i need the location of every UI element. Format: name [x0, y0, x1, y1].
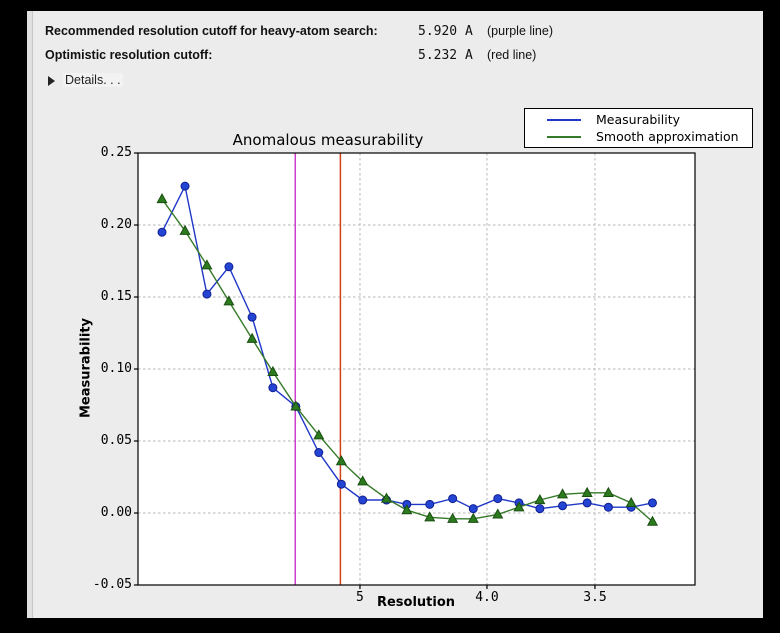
smooth-approximation-point [646, 515, 659, 526]
y-tick-label: 0.20 [100, 217, 132, 232]
smooth-approximation-point [602, 486, 614, 497]
measurability-point [336, 479, 346, 489]
measurability-point [535, 504, 545, 514]
measurability-point [202, 289, 212, 299]
smooth-approximation-point [492, 508, 504, 519]
smooth-approximation-point [267, 365, 279, 376]
measurability-line-icon [547, 118, 581, 121]
measurability-point [493, 494, 503, 504]
smooth-approximation-point [223, 295, 235, 306]
measurability-point [314, 448, 324, 458]
chart-title: Anomalous measurability [232, 131, 424, 149]
smooth-approximation-point [156, 193, 168, 204]
x-axis-label: Resolution [376, 595, 456, 610]
recommended-cutoff-label: Recommended resolution cutoff for heavy-… [45, 24, 378, 38]
triangle-right-icon [48, 76, 55, 86]
y-tick-label: 0.15 [100, 289, 132, 304]
measurability-point [180, 181, 190, 191]
recommended-cutoff-note: (purple line) [487, 24, 554, 38]
measurability-point [268, 383, 278, 393]
smooth-approximation-point [246, 332, 258, 343]
y-tick-label: 0.00 [100, 505, 132, 520]
smooth-approximation-point [625, 496, 637, 508]
smooth-approximation-point [447, 512, 459, 523]
y-tick-label: -0.05 [92, 577, 132, 592]
y-tick-label: 0.05 [100, 433, 132, 448]
measurability-point [425, 499, 435, 509]
x-tick-label: 4.0 [475, 590, 499, 605]
smooth-approximation-point [290, 400, 302, 411]
smooth-approximation-line-icon [547, 135, 581, 138]
measurability-point [468, 504, 478, 514]
smooth-approximation-point [556, 488, 569, 499]
measurability-point [358, 495, 368, 505]
measurability-point [603, 502, 613, 512]
x-tick-label: 3.5 [583, 590, 607, 605]
smooth-approximation-point [581, 486, 593, 497]
x-tick-label: 5 [356, 590, 364, 605]
optimistic-cutoff-value: 5.232 A [418, 48, 473, 63]
chart-legend: Measurability Smooth approximation [524, 108, 753, 148]
measurability-point [224, 262, 234, 272]
measurability-point [582, 498, 592, 508]
optimistic-cutoff-label: Optimistic resolution cutoff: [45, 48, 213, 62]
smooth-approximation-point [335, 455, 347, 466]
legend-label: Measurability [596, 112, 681, 127]
y-tick-label: 0.10 [100, 361, 132, 376]
measurability-point [647, 498, 657, 508]
legend-label: Smooth approximation [596, 129, 739, 144]
recommended-cutoff-value: 5.920 A [418, 24, 473, 39]
smooth-approximation-point [380, 492, 393, 503]
legend-entry-measurability: Measurability [525, 111, 752, 128]
y-tick-label: 0.25 [100, 145, 132, 160]
measurability-point [558, 501, 568, 511]
smooth-approximation-point [357, 475, 369, 486]
measurability-point [448, 494, 458, 504]
smooth-approximation-point [513, 501, 525, 512]
measurability-point [247, 312, 257, 322]
measurability-point [157, 227, 167, 237]
panel-left-edge [27, 11, 33, 618]
plot-border [137, 152, 696, 586]
smooth-approximation-point [313, 429, 325, 440]
optimistic-cutoff-note: (red line) [487, 48, 537, 62]
smooth-approximation-point [201, 259, 213, 270]
smooth-approximation-point [179, 224, 191, 235]
smooth-approximation-point [467, 512, 479, 523]
details-label: Details. . . [63, 73, 123, 87]
plot-area [138, 153, 695, 585]
smooth-approximation-point [424, 511, 436, 522]
legend-entry-smooth-approximation: Smooth approximation [525, 128, 752, 145]
smooth-approximation-point [401, 504, 413, 515]
smooth-approximation-point [534, 493, 546, 505]
